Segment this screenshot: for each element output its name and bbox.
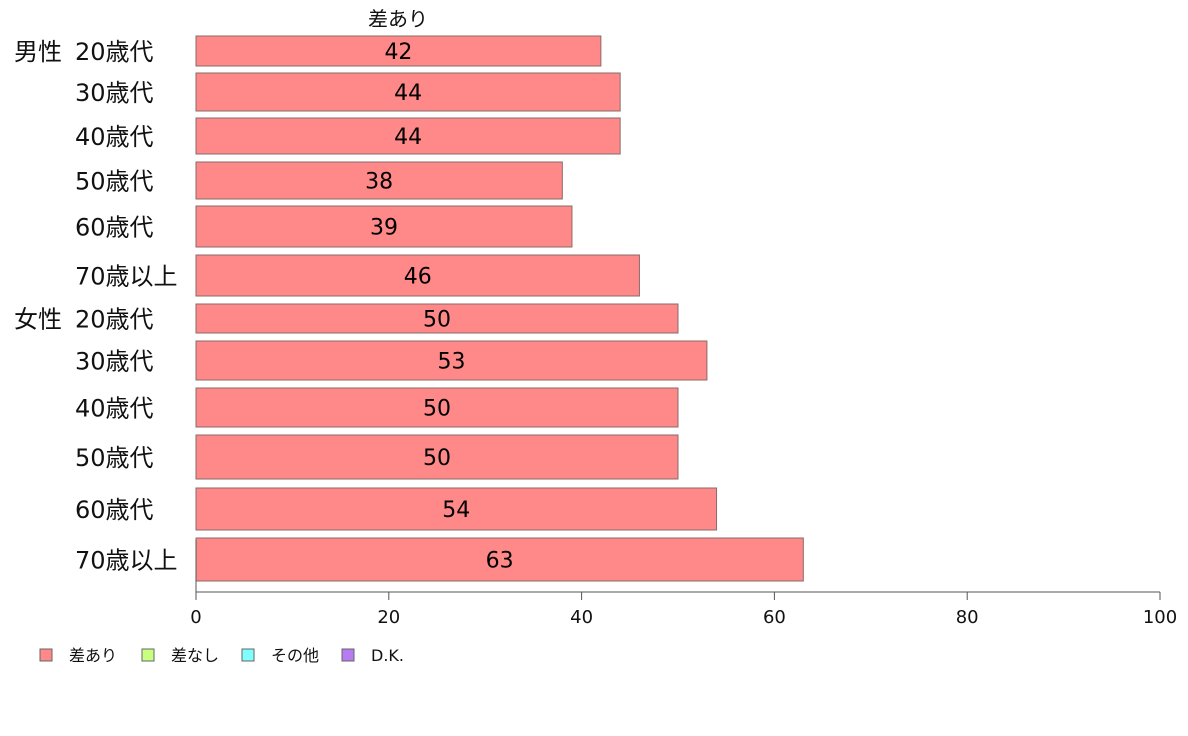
bar-1-row-7 xyxy=(195,303,679,334)
row-label: 50歳代 xyxy=(75,168,154,196)
bar-1-row-4 xyxy=(195,161,563,200)
bar-1-row-10 xyxy=(195,434,679,480)
x-tick-label: 80 xyxy=(956,607,979,628)
legend-label: 差あり xyxy=(69,646,117,665)
x-axis: 0 20 40 60 80 100 xyxy=(190,540,1177,628)
row-label: 30歳代 xyxy=(75,348,154,376)
series-header-label: 差あり xyxy=(368,7,428,31)
bar-value-label: 42 xyxy=(384,40,412,65)
bar-value-label: 53 xyxy=(437,350,465,375)
legend-swatch xyxy=(39,648,53,662)
x-tick-label: 0 xyxy=(190,607,201,628)
row-label: 50歳代 xyxy=(75,444,154,472)
row-label: 40歳代 xyxy=(75,395,154,423)
row-label: 20歳代 xyxy=(75,38,154,66)
legend-label: その他 xyxy=(271,646,319,665)
row-labels-group: 20歳代男性30歳代40歳代50歳代60歳代70歳以上20歳代女性30歳代40歳… xyxy=(14,38,178,575)
x-tick-label: 60 xyxy=(763,607,786,628)
bar-value-label: 44 xyxy=(394,125,422,150)
bar-value-label: 46 xyxy=(404,265,432,290)
row-label: 60歳代 xyxy=(75,496,154,524)
x-tick-label: 20 xyxy=(377,607,400,628)
legend-swatch xyxy=(141,648,155,662)
bar-1-row-3 xyxy=(195,117,621,155)
x-tick-label: 40 xyxy=(570,607,593,628)
bar-1-row-2 xyxy=(195,72,621,112)
legend-label: 差なし xyxy=(171,646,219,665)
row-label: 30歳代 xyxy=(75,79,154,107)
bar-1-row-5 xyxy=(195,205,573,248)
group-label: 女性 xyxy=(14,306,62,334)
group-label: 男性 xyxy=(14,38,62,66)
bar-value-label: 63 xyxy=(486,549,514,574)
row-label: 70歳以上 xyxy=(75,547,178,575)
bar-value-label: 54 xyxy=(442,498,470,523)
row-label: 60歳代 xyxy=(75,214,154,242)
row-label: 70歳以上 xyxy=(75,263,178,291)
row-label: 40歳代 xyxy=(75,123,154,151)
bar-value-label: 50 xyxy=(423,397,451,422)
bar-1-row-9 xyxy=(195,387,679,428)
row-label: 20歳代 xyxy=(75,306,154,334)
legend: 差あり 差なし その他 D.K. xyxy=(39,646,404,665)
bar-1-row-12 xyxy=(195,537,804,582)
bar-value-label: 38 xyxy=(365,170,393,195)
bar-value-label: 50 xyxy=(423,308,451,333)
bar-value-label: 39 xyxy=(370,216,398,241)
legend-swatch xyxy=(241,648,255,662)
bar-value-label: 50 xyxy=(423,446,451,471)
bar-value-label: 44 xyxy=(394,81,422,106)
x-tick-label: 100 xyxy=(1143,607,1177,628)
legend-swatch xyxy=(341,648,355,662)
bar-1-row-6 xyxy=(195,254,640,297)
legend-label: D.K. xyxy=(371,646,404,665)
bar-1-row-8 xyxy=(195,340,708,381)
bar-1-row-11 xyxy=(195,487,718,531)
bar-1-row-1 xyxy=(195,35,602,67)
